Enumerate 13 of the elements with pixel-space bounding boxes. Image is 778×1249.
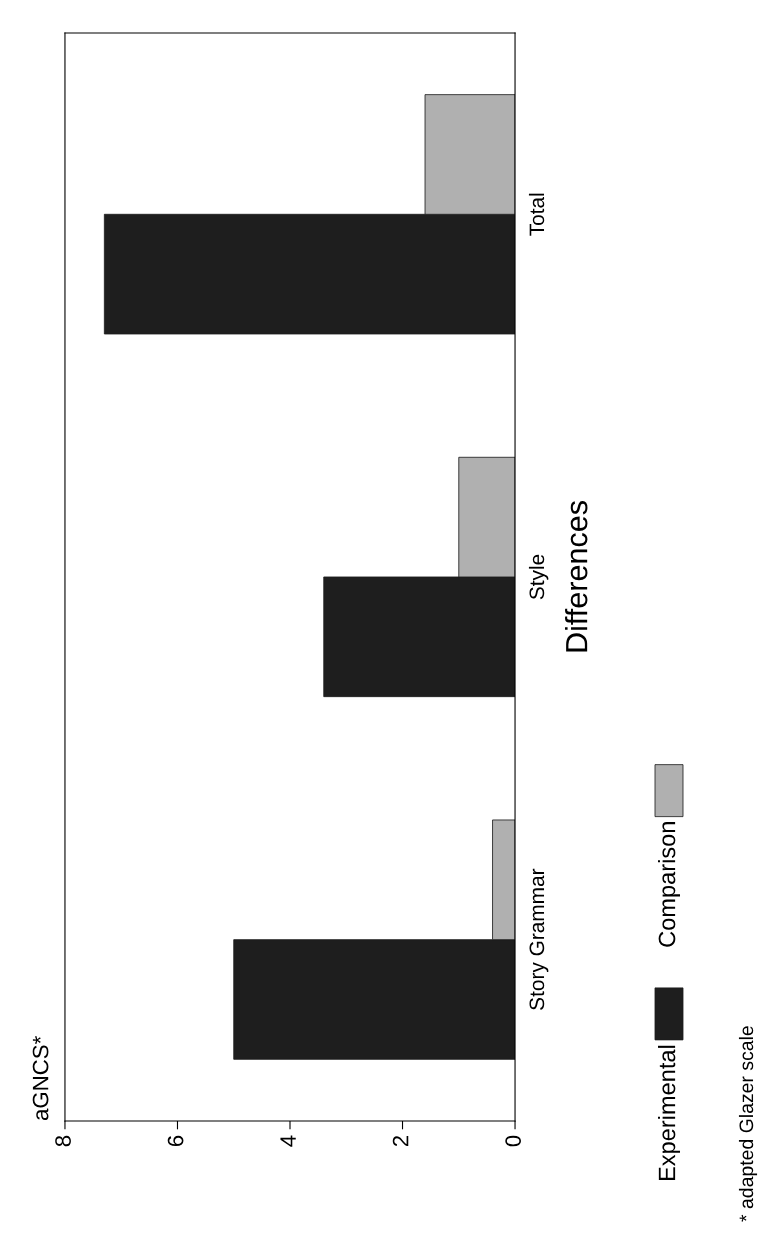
y-axis-title: Differences — [565, 501, 588, 652]
y-tick-label: Total — [528, 193, 545, 236]
x-tick-label: 2 — [392, 1135, 409, 1147]
y-tick-label: Style — [528, 554, 549, 600]
x-tick-label: 4 — [280, 1135, 296, 1147]
x-tick-label: 6 — [167, 1135, 184, 1147]
x-tick-label: 8 — [55, 1135, 71, 1147]
y-tick-label: Story Grammar — [529, 868, 549, 1010]
legend-label: Comparison — [657, 822, 681, 947]
x-tick-label: 0 — [505, 1135, 521, 1147]
text: aGNCS* — [32, 1036, 49, 1121]
legend-label: Experimental — [657, 1045, 681, 1181]
text: * adapted Glazer scale — [738, 1026, 758, 1222]
